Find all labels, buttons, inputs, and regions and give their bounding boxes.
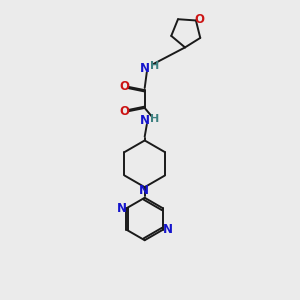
Text: O: O bbox=[195, 13, 205, 26]
Text: N: N bbox=[117, 202, 127, 215]
Text: H: H bbox=[150, 114, 160, 124]
Text: N: N bbox=[140, 114, 150, 127]
Text: N: N bbox=[139, 184, 149, 197]
Text: H: H bbox=[150, 61, 160, 71]
Text: N: N bbox=[140, 62, 150, 75]
Text: N: N bbox=[163, 223, 173, 236]
Text: O: O bbox=[119, 80, 130, 93]
Text: O: O bbox=[119, 105, 130, 118]
